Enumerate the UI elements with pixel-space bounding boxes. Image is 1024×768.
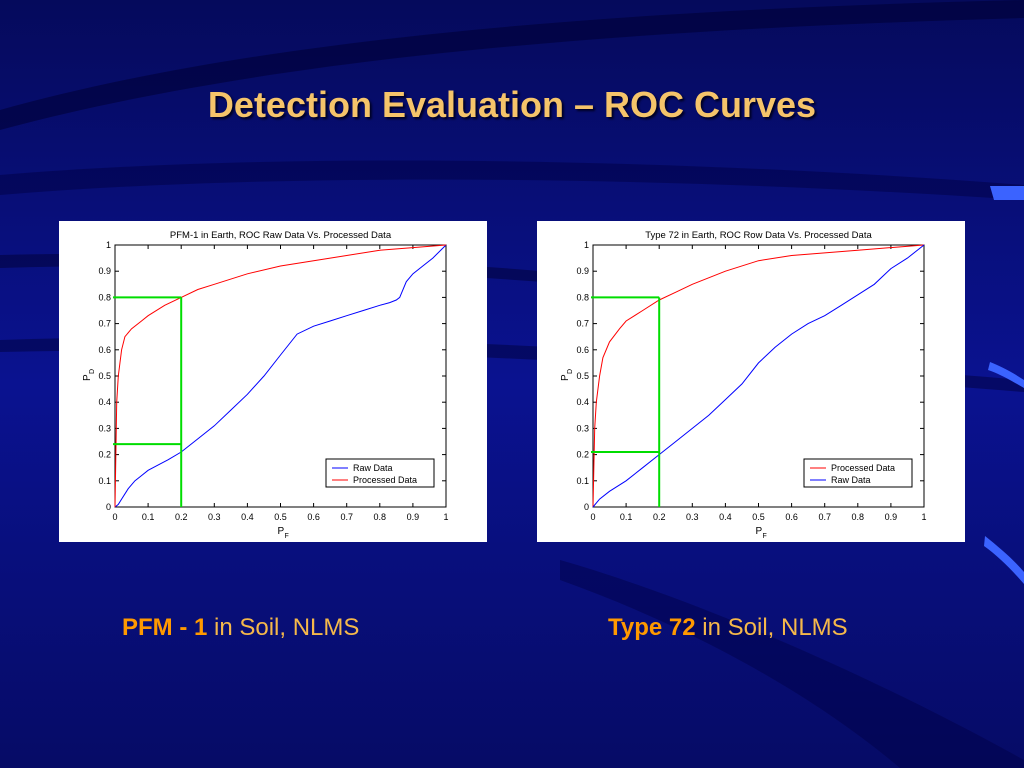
chart1-x-tick-label: 0.9 <box>885 512 898 522</box>
chart1-legend-box <box>803 458 913 488</box>
chart1-x-tick-label: 0.6 <box>785 512 798 522</box>
caption-pfm1-rest: in Soil, NLMS <box>207 614 360 641</box>
chart1-x-axis-label-sub: F <box>763 533 767 540</box>
chart1-x-tick-label: 0.2 <box>653 512 666 522</box>
chart0-y-tick-label: 1 <box>106 240 111 250</box>
chart1-y-axis-label-sub: D <box>567 369 574 374</box>
chart1-legend-label: Processed Data <box>831 463 895 473</box>
caption-pfm1: PFM - 1 in Soil, NLMS <box>122 614 359 642</box>
chart0-y-tick-label: 0.1 <box>98 476 111 486</box>
chart0-y-tick-label: 0.7 <box>98 319 111 329</box>
chart1-x-tick-label: 0.7 <box>818 512 831 522</box>
chart0-x-tick-label: 0.2 <box>175 512 188 522</box>
chart0-y-tick-label: 0.4 <box>98 397 111 407</box>
chart0-y-tick-label: 0.3 <box>98 423 111 433</box>
chart1-y-tick-label: 0.7 <box>576 319 589 329</box>
roc-chart-type72: Type 72 in Earth, ROC Row Data Vs. Proce… <box>537 221 965 542</box>
slide-title: Detection Evaluation – ROC Curves <box>207 84 817 125</box>
chart0-x-tick-label: 0 <box>112 512 117 522</box>
chart0-x-tick-label: 0.9 <box>407 512 420 522</box>
chart0-y-tick-label: 0.9 <box>98 266 111 276</box>
chart0-x-tick-label: 0.4 <box>241 512 254 522</box>
chart0-x-tick-label: 0.1 <box>142 512 155 522</box>
chart0-y-tick-label: 0.2 <box>98 450 111 460</box>
chart0-legend-box <box>325 458 435 488</box>
chart0-x-tick-label: 0.6 <box>307 512 320 522</box>
chart1-y-tick-label: 0.2 <box>576 450 589 460</box>
caption-type72-strong: Type 72 <box>608 614 696 641</box>
roc-chart-pfm1-svg: PFM-1 in Earth, ROC Raw Data Vs. Process… <box>82 230 449 540</box>
chart0-y-tick-label: 0.5 <box>98 371 111 381</box>
caption-pfm1-strong: PFM - 1 <box>122 614 208 641</box>
chart1-y-axis-label: P <box>560 374 571 381</box>
chart1-y-tick-label: 0.9 <box>576 266 589 276</box>
chart1-y-tick-label: 0.1 <box>576 476 589 486</box>
chart0-chart-title: PFM-1 in Earth, ROC Raw Data Vs. Process… <box>170 230 392 241</box>
caption-type72: Type 72 in Soil, NLMS <box>608 614 848 642</box>
chart0-legend-label: Raw Data <box>353 463 393 473</box>
roc-chart-pfm1: PFM-1 in Earth, ROC Raw Data Vs. Process… <box>59 221 487 542</box>
caption-type72-rest: in Soil, NLMS <box>695 614 848 641</box>
chart0-legend-label: Processed Data <box>353 475 417 485</box>
chart1-legend-label: Raw Data <box>831 475 871 485</box>
chart0-x-tick-label: 1 <box>443 512 448 522</box>
chart0-x-axis-label: P <box>278 526 285 537</box>
chart0-y-tick-label: 0.6 <box>98 345 111 355</box>
chart0-y-tick-label: 0 <box>106 502 111 512</box>
chart1-x-tick-label: 0.1 <box>620 512 633 522</box>
chart0-x-tick-label: 0.8 <box>374 512 387 522</box>
chart1-y-tick-label: 0.6 <box>576 345 589 355</box>
chart1-x-axis-label: P <box>756 526 763 537</box>
chart1-y-tick-label: 1 <box>584 240 589 250</box>
chart1-x-tick-label: 1 <box>921 512 926 522</box>
chart1-x-tick-label: 0.4 <box>719 512 732 522</box>
chart0-x-tick-label: 0.5 <box>274 512 287 522</box>
chart0-y-axis-label: P <box>82 374 93 381</box>
chart0-x-axis-label-sub: F <box>285 533 289 540</box>
chart1-x-tick-label: 0.8 <box>852 512 865 522</box>
roc-chart-type72-svg: Type 72 in Earth, ROC Row Data Vs. Proce… <box>560 230 927 540</box>
chart1-x-tick-label: 0.3 <box>686 512 699 522</box>
chart1-series-raw-data-line <box>592 244 925 508</box>
chart0-series-raw-data-line <box>114 244 447 508</box>
chart0-x-tick-label: 0.3 <box>208 512 221 522</box>
chart1-y-tick-label: 0.5 <box>576 371 589 381</box>
chart1-x-tick-label: 0 <box>590 512 595 522</box>
chart0-y-tick-label: 0.8 <box>98 292 111 302</box>
chart0-x-tick-label: 0.7 <box>340 512 353 522</box>
chart0-y-axis-label-sub: D <box>89 369 96 374</box>
chart1-y-tick-label: 0.3 <box>576 423 589 433</box>
chart1-y-tick-label: 0 <box>584 502 589 512</box>
chart1-x-tick-label: 0.5 <box>752 512 765 522</box>
chart1-chart-title: Type 72 in Earth, ROC Row Data Vs. Proce… <box>645 230 872 241</box>
chart1-y-tick-label: 0.8 <box>576 292 589 302</box>
chart1-y-tick-label: 0.4 <box>576 397 589 407</box>
